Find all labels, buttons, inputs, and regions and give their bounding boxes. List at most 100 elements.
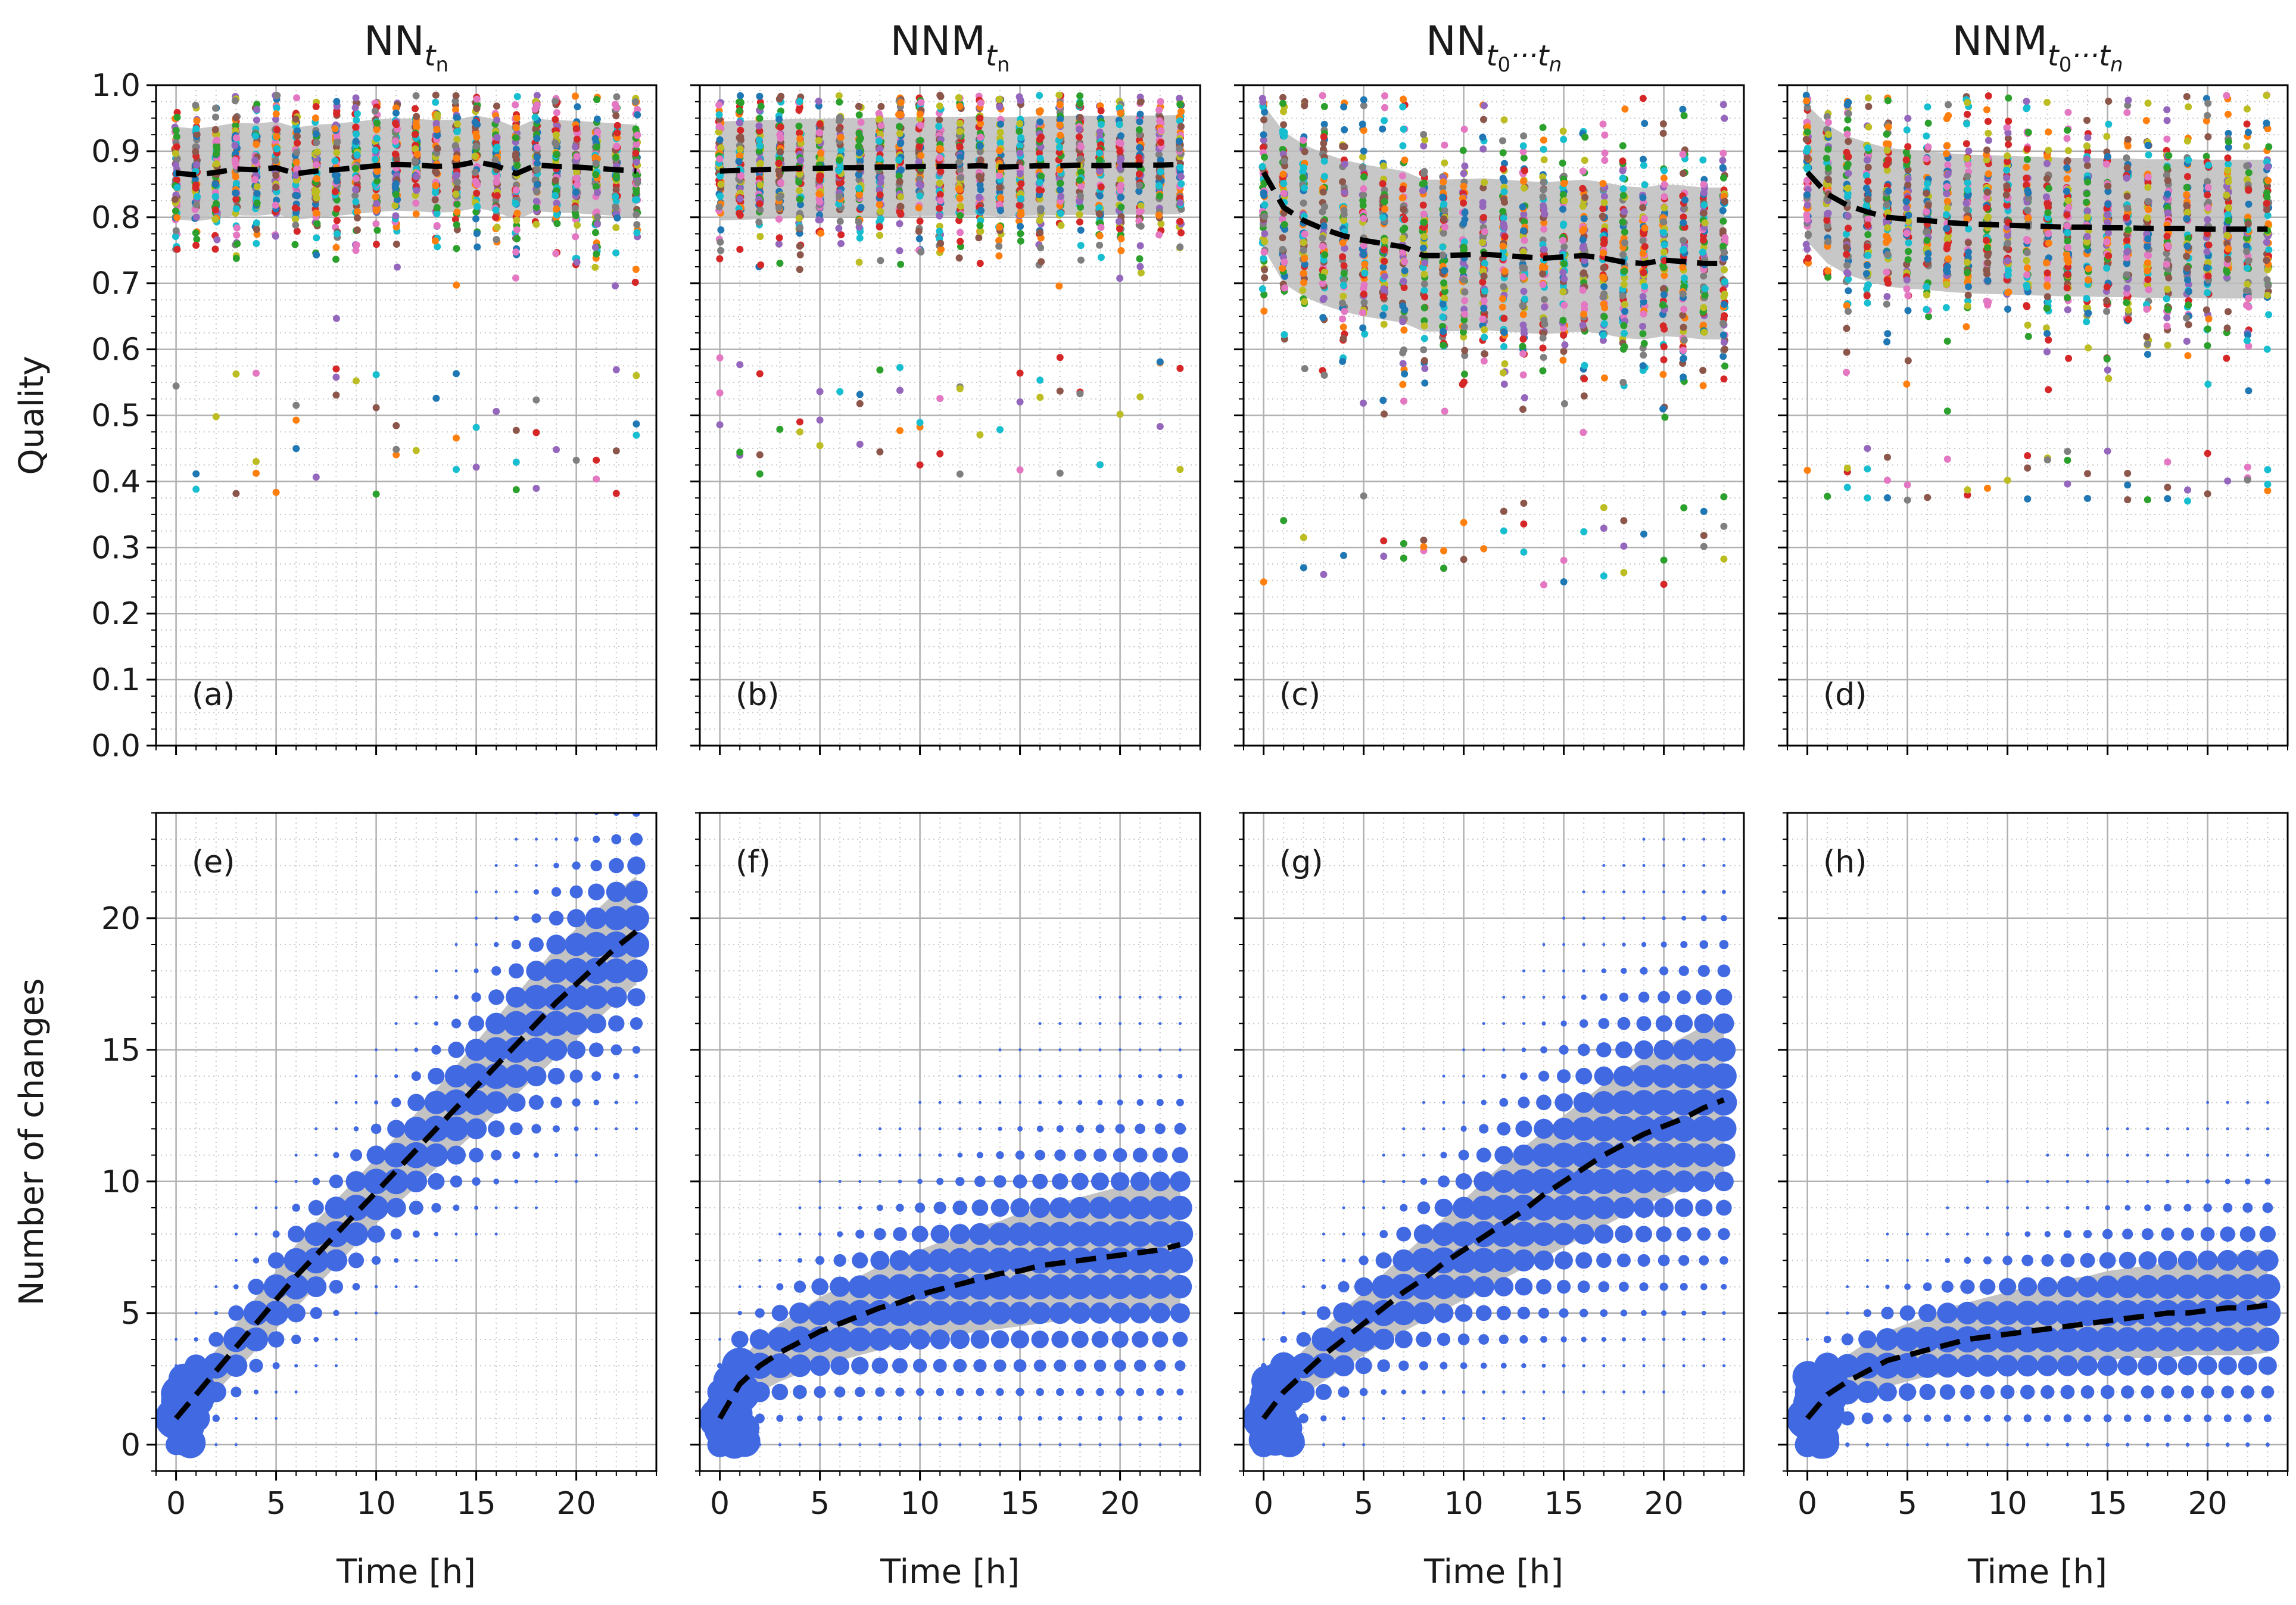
quality-point [977,99,985,107]
quality-point [1580,429,1587,437]
quality-point [1661,167,1668,174]
quality-point [372,193,379,201]
quality-point [1036,118,1044,126]
quality-point [473,95,481,103]
quality-point [1600,525,1607,532]
quality-point [1700,304,1708,311]
quality-point [353,151,361,158]
quality-point [1700,272,1708,280]
quality-point [876,191,884,199]
quality-point [1560,347,1568,355]
quality-point [835,225,843,232]
quality-point [1340,270,1348,278]
quality-point [572,124,580,132]
quality-point [412,447,420,454]
quality-point [451,97,459,105]
quality-point [1539,270,1547,278]
quality-point [1500,160,1508,167]
quality-point [451,142,459,149]
quality-point [1339,315,1347,323]
quality-point [513,114,521,122]
quality-point [776,425,784,433]
quality-point [1519,142,1527,149]
quality-point [1640,530,1647,538]
quality-point [1095,204,1103,212]
quality-point [333,177,341,185]
quality-point [1539,334,1547,342]
quality-point [412,145,419,152]
quality-point [1719,217,1727,225]
quality-point [1479,239,1487,247]
quality-point [293,132,301,140]
quality-point [493,223,501,231]
quality-point [593,96,601,104]
quality-point [1399,248,1407,256]
quality-point [253,469,260,477]
quality-point [192,101,200,109]
quality-point [612,282,619,290]
quality-point [996,201,1004,208]
quality-point [1258,285,1266,293]
quality-point [1559,288,1567,295]
quality-point [815,97,823,105]
quality-point [473,243,481,251]
quality-point [232,173,239,180]
quality-point [332,314,340,322]
quality-point [292,158,300,166]
quality-point [976,142,984,150]
quality-point [1401,370,1409,378]
quality-point [1419,180,1426,188]
quality-point [1661,204,1668,211]
quality-point [1659,285,1667,293]
quality-point [836,125,843,133]
quality-point [331,172,339,179]
quality-point [735,157,743,165]
quality-point [272,110,280,118]
quality-point [996,223,1004,231]
quality-point [1320,139,1328,147]
quality-point [1581,194,1589,201]
quality-point [192,241,200,249]
quality-point [1320,102,1328,110]
quality-point [213,136,220,144]
quality-point [1559,269,1567,276]
quality-point [1360,127,1367,135]
quality-point [717,144,725,152]
quality-point [1680,373,1687,381]
quality-point [1281,331,1288,338]
quality-point [473,180,481,188]
quality-point [253,105,261,113]
quality-point [855,185,863,192]
quality-point [594,213,602,221]
quality-point [1460,125,1468,133]
ticks: 0.00.10.20.30.40.50.60.70.80.91.0 [91,68,657,764]
quality-point [1096,232,1104,239]
quality-point [1619,157,1627,165]
quality-point [1035,186,1043,194]
quality-point [1521,218,1528,226]
quality-point [1480,545,1488,553]
quality-point [291,204,299,212]
quality-point [593,220,601,228]
quality-point [533,144,541,151]
quality-point [1016,398,1024,406]
quality-point [633,420,640,428]
quality-point [1361,269,1369,277]
quality-point [1341,143,1348,151]
quality-point [1176,163,1184,171]
quality-point [373,126,381,133]
quality-point [1057,179,1064,187]
quality-point [1381,205,1389,213]
quality-point [1280,189,1288,197]
quality-point [1381,304,1388,312]
quality-point [633,221,641,229]
quality-point [737,126,744,134]
quality-point [775,215,783,223]
quality-point [1117,176,1124,183]
quality-point [775,240,783,248]
quality-point [1559,316,1567,324]
quality-point [936,154,943,161]
quality-point [593,116,601,123]
quality-point [632,171,640,179]
quality-point [877,122,885,130]
